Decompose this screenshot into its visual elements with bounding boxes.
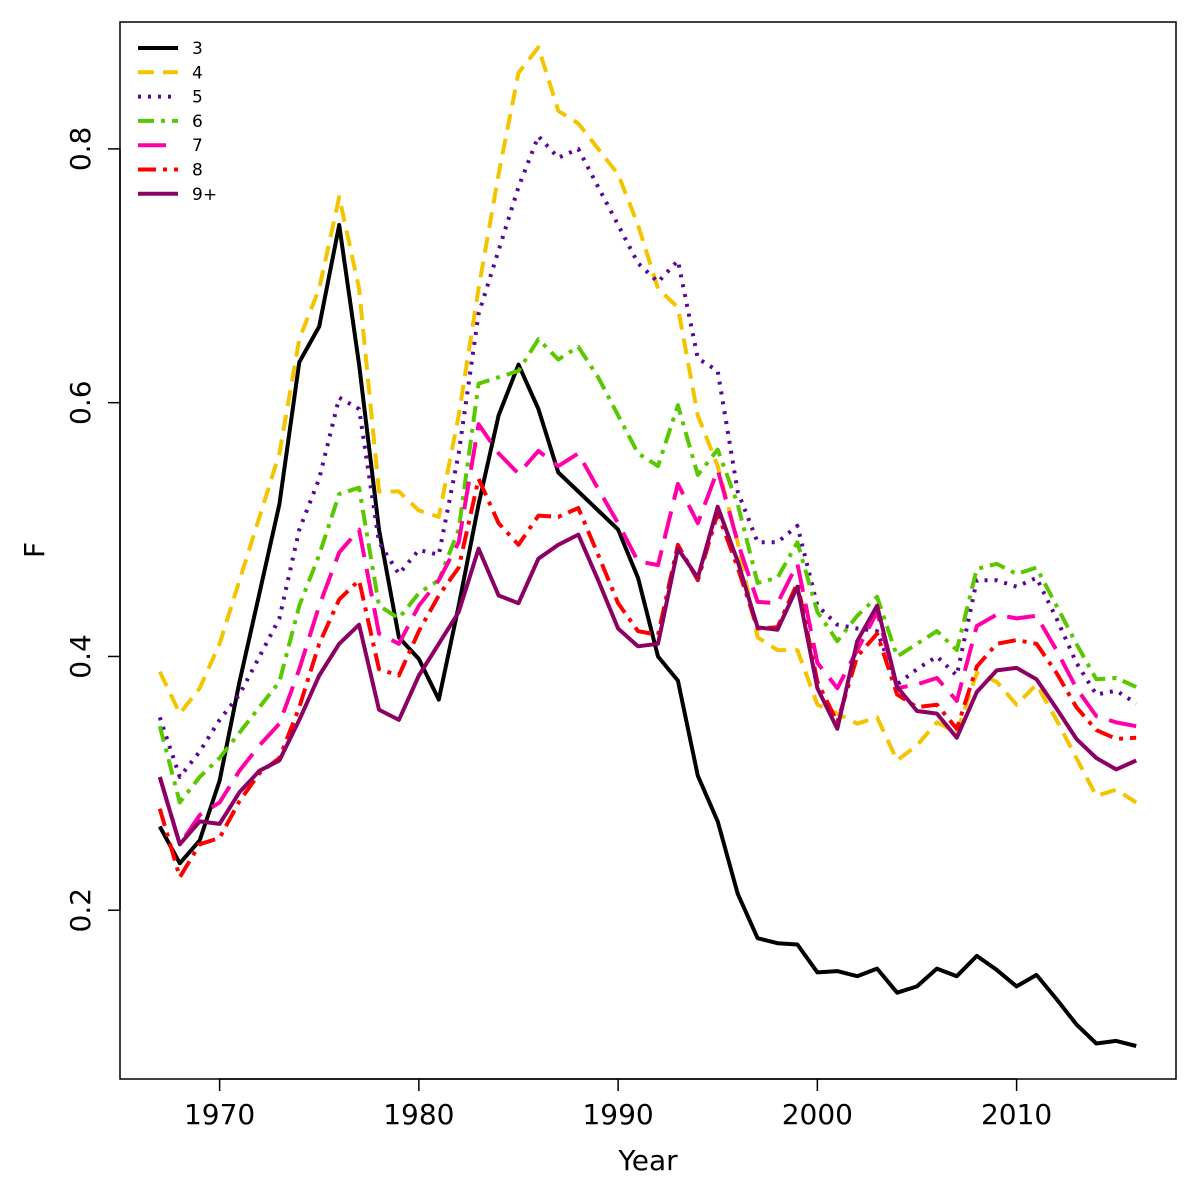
x-tick-label: 1990 <box>582 1098 653 1131</box>
x-tick-label: 1980 <box>383 1098 454 1131</box>
x-axis: 1970 1980 1990 2000 2010 <box>184 1078 1052 1131</box>
y-axis: 0.2 0.4 0.6 0.8 <box>64 127 121 933</box>
legend-label: 7 <box>192 136 203 156</box>
x-axis-title: Year <box>617 1144 678 1177</box>
legend-label: 3 <box>192 39 203 59</box>
series-line-9plus <box>157 504 1138 847</box>
series-line-8 <box>157 476 1137 880</box>
y-axis-title: F <box>18 542 51 558</box>
x-tick-label: 2010 <box>981 1098 1052 1131</box>
series-line-3 <box>158 223 1137 1048</box>
y-tick-label: 0.6 <box>64 380 97 425</box>
series-line-4 <box>157 45 1138 805</box>
series-line-5 <box>157 134 1138 779</box>
plot-frame <box>119 21 1177 1080</box>
series-line-7 <box>157 422 1137 847</box>
y-tick-label: 0.8 <box>64 127 97 172</box>
series-line-6 <box>157 337 1138 805</box>
legend-label: 9+ <box>192 185 217 205</box>
legend-label: 5 <box>192 88 203 108</box>
series-layer <box>157 45 1138 1048</box>
legend-label: 4 <box>192 63 203 83</box>
legend-label: 8 <box>192 161 203 181</box>
y-tick-label: 0.2 <box>64 888 97 933</box>
legend-label: 6 <box>192 112 203 132</box>
x-tick-label: 2000 <box>782 1098 853 1131</box>
x-tick-label: 1970 <box>184 1098 255 1131</box>
y-tick-label: 0.4 <box>64 634 97 679</box>
legend: 3 4 5 6 7 8 9+ <box>138 39 217 205</box>
